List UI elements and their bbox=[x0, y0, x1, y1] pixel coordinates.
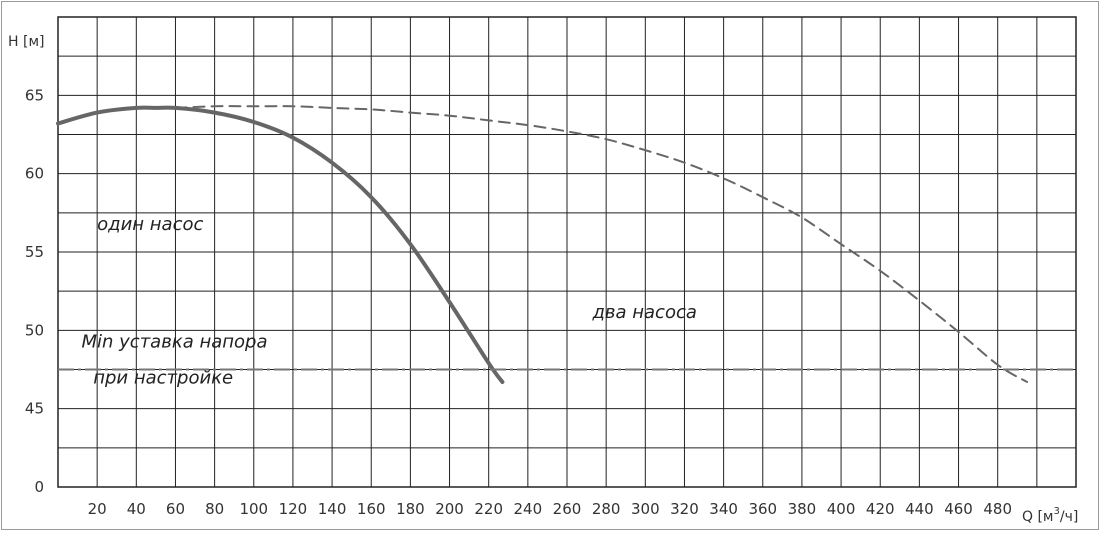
x-axis-label: Q [м3/ч] bbox=[1022, 506, 1078, 525]
x-tick-label: 300 bbox=[631, 500, 660, 518]
x-tick-label: 360 bbox=[748, 500, 777, 518]
annotations: один насос два насоса Min уставка напора пр… bbox=[81, 214, 696, 389]
y-tick-label: 65 bbox=[25, 86, 44, 104]
y-tick-label: 45 bbox=[25, 400, 44, 418]
plot-border bbox=[57, 16, 1077, 488]
tick-labels: 20 40 60 80 100 120 140 160 180 200 220 240 260 280 30… bbox=[25, 86, 1012, 518]
x-tick-label: 200 bbox=[435, 500, 464, 518]
x-tick-label: 480 bbox=[983, 500, 1012, 518]
y-tick-label-zero: 0 bbox=[34, 478, 44, 496]
annotation-label: Min уставка напора bbox=[81, 332, 267, 353]
x-tick-label: 100 bbox=[239, 500, 268, 518]
y-axis-label: H [м] bbox=[8, 34, 44, 50]
x-tick-label: 420 bbox=[866, 500, 895, 518]
x-tick-label: 460 bbox=[944, 500, 973, 518]
x-tick-label: 140 bbox=[318, 500, 347, 518]
axes bbox=[57, 16, 1077, 488]
series-line-one-pump bbox=[56, 105, 505, 384]
x-tick-label: 80 bbox=[205, 500, 224, 518]
x-tick-label: 240 bbox=[514, 500, 543, 518]
x-tick-label: 400 bbox=[827, 500, 856, 518]
x-tick-label: 20 bbox=[88, 500, 107, 518]
x-tick-label: 120 bbox=[279, 500, 308, 518]
series bbox=[56, 105, 1029, 384]
y-tick-label: 60 bbox=[25, 165, 44, 183]
x-tick-label: 280 bbox=[592, 500, 621, 518]
annotation-label: два насоса bbox=[591, 302, 696, 323]
y-tick-label: 50 bbox=[25, 321, 44, 339]
x-tick-label: 220 bbox=[474, 500, 503, 518]
x-tick-label: 180 bbox=[396, 500, 425, 518]
x-tick-label: 340 bbox=[709, 500, 738, 518]
annotation-label: один насос bbox=[97, 214, 203, 235]
x-tick-label: 40 bbox=[127, 500, 146, 518]
x-tick-label: 380 bbox=[788, 500, 817, 518]
x-axis-label-superscript: 3 bbox=[1054, 506, 1060, 517]
annotation-label: при настройке bbox=[93, 368, 233, 389]
x-tick-label: 60 bbox=[166, 500, 185, 518]
y-tick-label: 55 bbox=[25, 243, 44, 261]
grid bbox=[58, 17, 1076, 487]
x-axis-label-main: Q [м bbox=[1022, 509, 1054, 525]
x-tick-label: 320 bbox=[670, 500, 699, 518]
x-tick-label: 160 bbox=[357, 500, 386, 518]
x-tick-label: 440 bbox=[905, 500, 934, 518]
x-axis-label-tail: /ч] bbox=[1060, 509, 1078, 525]
series-line-two-pumps bbox=[174, 105, 1029, 383]
x-tick-label: 260 bbox=[553, 500, 582, 518]
